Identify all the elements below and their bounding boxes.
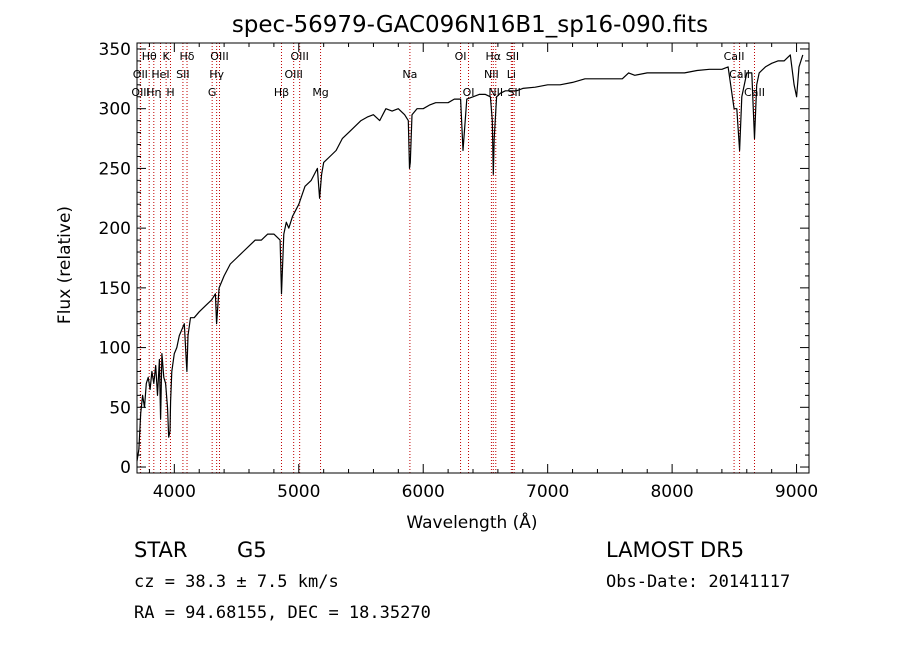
x-tick-label: 7000 xyxy=(526,482,569,502)
marker-label: HeI xyxy=(151,68,169,81)
marker-label: Mg xyxy=(312,86,328,99)
marker-label: CaII xyxy=(729,68,750,81)
marker-label: SII xyxy=(507,86,520,99)
marker-label: Hα xyxy=(486,50,502,63)
object-class: STAR xyxy=(134,538,188,562)
spectral-line-labels: OIIOIIIHθHηHeIKHSIIHδGHγOIIIHβOIIIOIIIMg… xyxy=(131,50,765,99)
x-tick-label: 6000 xyxy=(402,482,445,502)
spectral-line-markers xyxy=(139,43,755,473)
observation-date: Obs-Date: 20141117 xyxy=(606,572,791,592)
object-subclass: G5 xyxy=(237,538,267,562)
y-tick-label: 50 xyxy=(109,398,131,418)
marker-label: OIII xyxy=(131,86,149,99)
y-tick-label: 200 xyxy=(99,219,131,239)
marker-label: Hδ xyxy=(180,50,195,63)
marker-label: OII xyxy=(133,68,148,81)
y-tick-label: 100 xyxy=(99,339,131,359)
marker-label: CaII xyxy=(724,50,745,63)
marker-label: Li xyxy=(507,68,516,81)
marker-label: Hγ xyxy=(209,68,224,81)
marker-label: OIII xyxy=(284,68,302,81)
marker-label: OI xyxy=(455,50,467,63)
y-tick-label: 150 xyxy=(99,279,131,299)
redshift-velocity: cz = 38.3 ± 7.5 km/s xyxy=(134,572,339,592)
sky-coordinates: RA = 94.68155, DEC = 18.35270 xyxy=(134,603,431,623)
survey-release: LAMOST DR5 xyxy=(606,538,745,562)
marker-label: OI xyxy=(463,86,475,99)
chart-title: spec-56979-GAC096N16B1_sp16-090.fits xyxy=(232,12,708,38)
marker-label: NII xyxy=(484,68,499,81)
y-tick-label: 250 xyxy=(99,159,131,179)
marker-label: G xyxy=(208,86,217,99)
spectrum-series xyxy=(136,54,804,462)
marker-label: Hη xyxy=(146,86,161,99)
marker-label: NII xyxy=(488,86,503,99)
y-axis-label: Flux (relative) xyxy=(55,206,75,324)
y-tick-label: 0 xyxy=(120,458,131,478)
marker-label: SII xyxy=(506,50,519,63)
marker-label: K xyxy=(163,50,171,63)
x-tick-label: 5000 xyxy=(277,482,320,502)
x-tick-label: 9000 xyxy=(775,482,818,502)
marker-label: Na xyxy=(402,68,417,81)
spectrum-line xyxy=(136,54,804,462)
x-tick-label: 4000 xyxy=(153,482,196,502)
marker-label: OIII xyxy=(210,50,228,63)
y-tick-label: 350 xyxy=(99,40,131,60)
y-axis: 0 50 100 150 200 250 300 350 xyxy=(99,40,809,478)
marker-label: Hβ xyxy=(274,86,289,99)
marker-label: OIII xyxy=(290,50,308,63)
x-tick-label: 8000 xyxy=(650,482,693,502)
x-axis: 4000 5000 6000 7000 8000 9000 xyxy=(148,43,818,502)
marker-label: Hθ xyxy=(142,50,157,63)
y-tick-label: 300 xyxy=(99,100,131,120)
marker-label: CaII xyxy=(744,86,765,99)
x-axis-label: Wavelength (Å) xyxy=(406,511,537,533)
marker-label: SII xyxy=(176,68,189,81)
plot-frame xyxy=(136,42,810,474)
marker-label: H xyxy=(166,86,174,99)
